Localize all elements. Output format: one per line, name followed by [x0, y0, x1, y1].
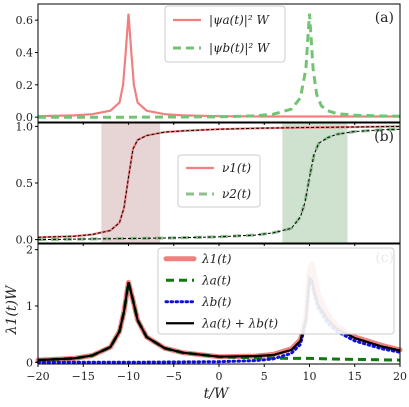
legend-label-2: λa(t)	[201, 273, 231, 287]
x-axis-title: t/W	[204, 386, 230, 402]
x-tick-label: −5	[166, 370, 182, 383]
x-tick-label: 15	[348, 370, 362, 383]
panel-c: 012−20−15−10−505101520(c)λ1(t)λa(t)λb(t)…	[26, 243, 407, 383]
legend-label-2: |ψb(t)|² W	[209, 41, 271, 55]
legend-box	[157, 247, 395, 335]
y-tick-label: 0.5	[16, 177, 34, 190]
panel-b: 0.0 0.5 1.0 (b) ν1(t) ν2(t)	[16, 120, 401, 247]
legend-label-2: ν2(t)	[222, 187, 251, 201]
legend-label-1: λ1(t)	[201, 252, 232, 266]
shaded-region-1	[101, 123, 161, 243]
y-tick-label: 0.2	[16, 79, 34, 92]
y-tick-label: 2	[26, 244, 33, 257]
series-overlay-2	[37, 128, 401, 241]
y-tick-label: 0.0	[16, 234, 34, 247]
panel-label: (b)	[374, 129, 394, 145]
y-tick-label: 0	[26, 356, 33, 369]
y-tick-label: 0.4	[16, 46, 34, 59]
legend-label-3: λb(t)	[201, 295, 232, 309]
panel-a: 0.0 0.2 0.4 0.6 (a) |ψa(t)|² W |ψb(t)|² W	[16, 3, 401, 125]
legend: |ψa(t)|² W |ψb(t)|² W	[164, 5, 286, 63]
x-tick-label: −15	[72, 370, 95, 383]
x-tick-label: −10	[117, 370, 140, 383]
y-axis-title: λ1(t)W	[4, 284, 20, 335]
x-tick-label: 0	[216, 370, 223, 383]
legend-label-1: |ψa(t)|² W	[209, 13, 270, 27]
legend: ν1(t) ν2(t)	[177, 154, 261, 208]
y-tick-label: 0.0	[16, 111, 34, 124]
legend-label-4: λa(t) + λb(t)	[201, 316, 278, 330]
panel-label: (a)	[375, 10, 394, 26]
x-tick-label: 10	[303, 370, 317, 383]
legend-label-1: ν1(t)	[222, 161, 251, 175]
legend: λ1(t) λa(t) λb(t) λa(t) + λb(t)	[157, 247, 395, 335]
y-tick-label: 0.6	[16, 14, 34, 27]
x-tick-label: 20	[393, 370, 407, 383]
y-tick-label: 1.0	[16, 120, 34, 133]
x-tick-label: −20	[26, 370, 49, 383]
y-tick-label: 1	[26, 300, 33, 313]
shaded-region-2	[282, 123, 348, 243]
series-overlay-1	[37, 125, 401, 238]
x-tick-label: 5	[261, 370, 268, 383]
series-line-2	[38, 13, 401, 119]
